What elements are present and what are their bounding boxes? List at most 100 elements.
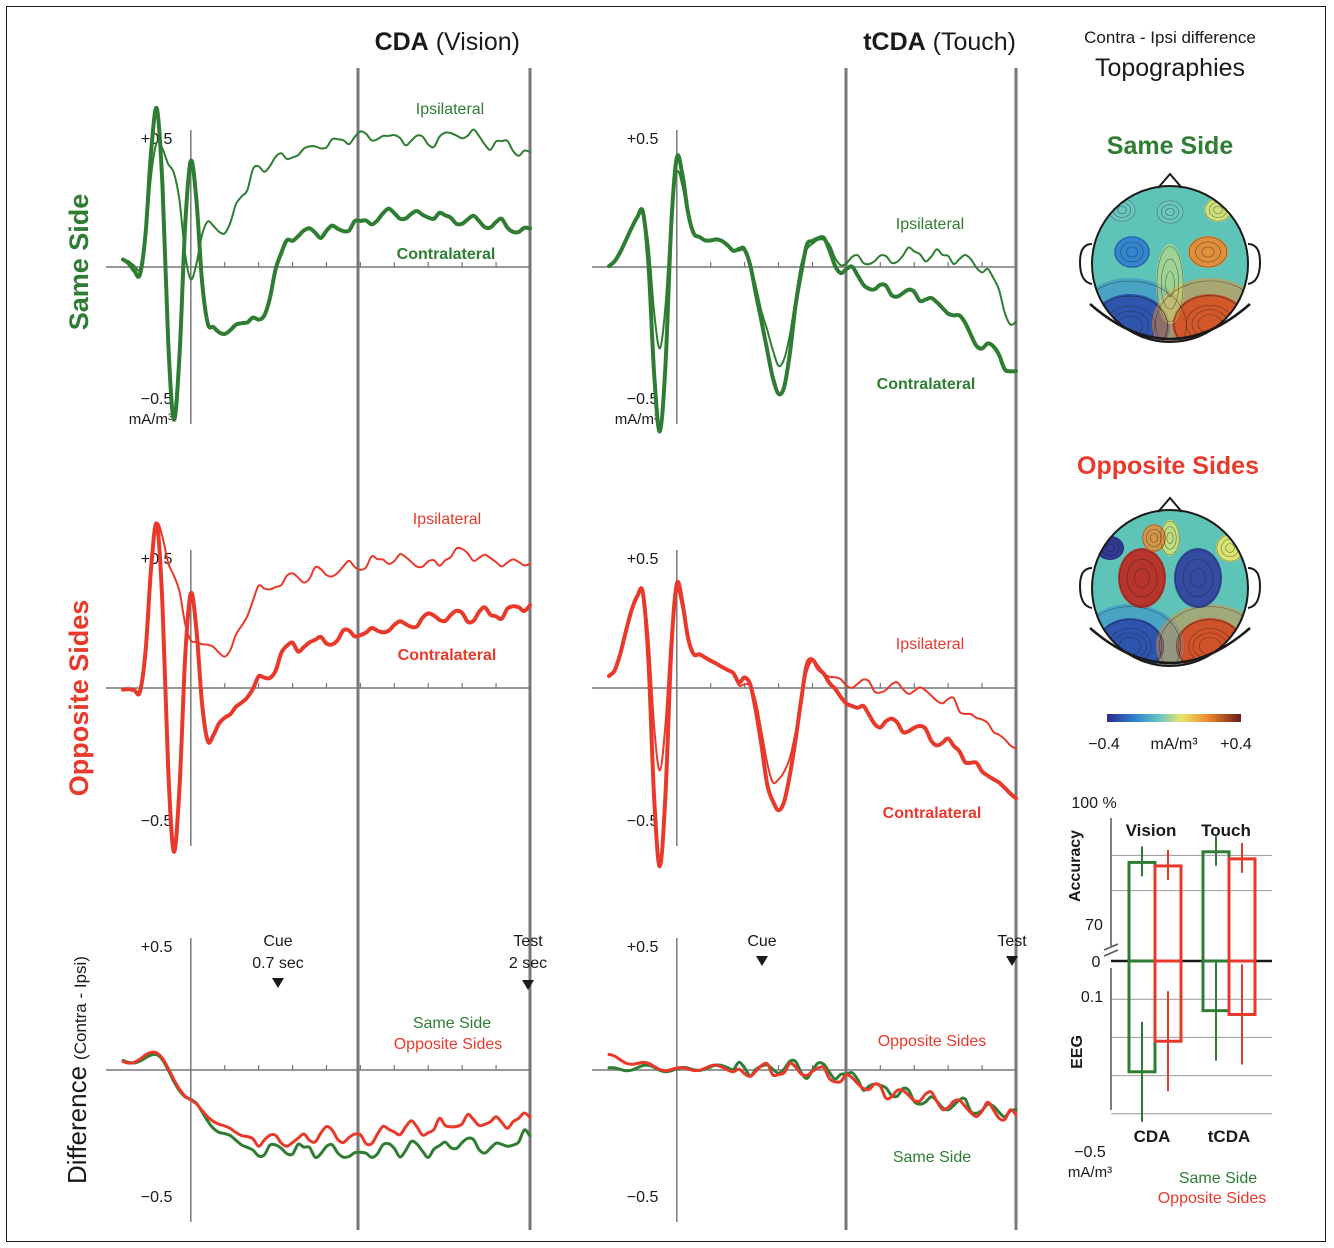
colorbar-max: +0.4: [1220, 736, 1252, 753]
legend-opposite-sides-tcda: Opposite Sides: [878, 1033, 987, 1050]
topo-blob: [1092, 294, 1170, 342]
topo-blob: [1092, 604, 1184, 666]
accuracy-axis-label: Accuracy: [1067, 830, 1084, 902]
topo-contour: [1092, 606, 1181, 666]
topo-contour: [1142, 524, 1166, 552]
y-tick-label-neg: −0.5: [627, 391, 659, 408]
category-tcda: tCDA: [1208, 1127, 1251, 1146]
topo-contour: [1188, 236, 1228, 268]
test-label-tcda: Test: [997, 933, 1027, 950]
y-tick-label-pos: +0.5: [627, 131, 659, 148]
topo-contour: [1155, 280, 1248, 342]
topo-title-line2: Topographies: [1095, 54, 1245, 82]
series-line-contralateral: [607, 580, 1018, 869]
topo-contour: [1149, 533, 1159, 543]
topo-contour: [1134, 568, 1150, 588]
y-tick-label-pos: +0.5: [627, 939, 659, 956]
cue-marker-cda: [272, 978, 284, 988]
test-marker-tcda: [1006, 956, 1018, 966]
topo-blob: [1188, 236, 1228, 268]
topo-contour: [1175, 549, 1221, 607]
row-label-same-side: Same Side: [64, 194, 94, 331]
topo-head-outline: [1091, 509, 1249, 667]
colorbar-min: −0.4: [1088, 736, 1120, 753]
series-line-contralateral: [121, 106, 532, 422]
series-line-opposite-sides: [607, 1052, 1018, 1122]
row-label-opposite-sides: Opposite Sides: [64, 600, 94, 797]
y-unit-label: mA/m³: [129, 411, 173, 428]
cda-title: CDA (Vision): [375, 28, 520, 56]
topo-nose: [1157, 496, 1183, 513]
topo-contour: [1126, 246, 1138, 258]
legend-same-side: Same Side: [1179, 1170, 1257, 1187]
header-touch: Touch: [1201, 821, 1251, 840]
eeg-unit-label: mA/m³: [1068, 1164, 1112, 1181]
topo-contour: [1213, 205, 1223, 215]
topo-blob: [1142, 524, 1166, 552]
topo-contour: [1195, 241, 1221, 263]
topography-maps: [1078, 172, 1262, 667]
label-contralateral-tcda-same: Contralateral: [877, 376, 976, 393]
topo-contour: [1159, 606, 1248, 666]
colorbar: [1107, 714, 1241, 722]
label-contralateral-cda-opp: Contralateral: [398, 647, 497, 664]
topo-blob: [1118, 548, 1166, 608]
header-vision: Vision: [1126, 821, 1177, 840]
y-tick-label-neg: −0.5: [627, 813, 659, 830]
y-tick-label-pos: +0.5: [141, 551, 173, 568]
waveform-panels: +0.5 −0.5 mA/m³ +0.5 −0.5 mA/m³ +0.5 −0.5 +0.5 −0…: [106, 68, 1027, 1230]
topo-same-side: [1078, 172, 1262, 343]
topo-contour: [1165, 271, 1175, 297]
series-line-contralateral: [121, 521, 532, 854]
topo-contour: [1114, 236, 1150, 268]
accuracy-bar-cda-same: [1127, 860, 1157, 963]
topo-contour: [1156, 200, 1184, 224]
figure-frame: [6, 6, 1326, 1242]
topo-blob: [1156, 200, 1184, 224]
series-line-ipsilateral: [122, 522, 531, 696]
cue-marker-tcda: [756, 956, 768, 966]
zero-label: 0: [1092, 954, 1101, 971]
topo-blob: [1114, 236, 1150, 268]
topo-title-line1: Contra - Ipsi difference: [1084, 28, 1256, 47]
topo-opposite-sides: [1078, 496, 1262, 667]
label-ipsilateral-cda-opp: Ipsilateral: [413, 511, 481, 528]
topo-contour: [1120, 241, 1144, 263]
topo-contour: [1166, 532, 1174, 544]
accuracy-bar-cda-opposite: [1153, 864, 1183, 963]
topo-nose: [1157, 172, 1183, 189]
series-line-contralateral: [607, 153, 1018, 434]
axis-break: [1103, 943, 1119, 957]
accuracy-top-label: 100 %: [1071, 795, 1116, 812]
accuracy-bar-tcda-same: [1201, 850, 1231, 963]
series-line-opposite-sides: [121, 1050, 532, 1148]
topo-left-ear: [1078, 243, 1093, 285]
eeg-tick-label: 0.1: [1081, 989, 1103, 1006]
legend-same-side-cda: Same Side: [413, 1015, 491, 1032]
tcda-title: tCDA (Touch): [863, 28, 1016, 56]
topo-contour: [1119, 549, 1165, 607]
topo-right-ear: [1247, 243, 1262, 285]
legend-opposite-sides-cda: Opposite Sides: [394, 1036, 503, 1053]
topo-contour: [1117, 205, 1127, 215]
label-contralateral-cda-same: Contralateral: [397, 246, 496, 263]
topo-contour: [1160, 520, 1180, 556]
topo-contour: [1160, 258, 1180, 310]
topo-blob: [1156, 244, 1184, 324]
topo-contour: [1160, 204, 1180, 220]
legend-same-side-tcda: Same Side: [893, 1149, 971, 1166]
test-label-cda: Test: [513, 933, 543, 950]
topo-contour: [1225, 543, 1235, 553]
series-line-ipsilateral: [122, 128, 531, 281]
y-tick-label-pos: +0.5: [141, 939, 173, 956]
topo-opposite-sides-title: Opposite Sides: [1077, 452, 1259, 480]
y-tick-label-pos: +0.5: [141, 131, 173, 148]
topo-contour: [1190, 568, 1206, 588]
label-ipsilateral-tcda-opp: Ipsilateral: [896, 636, 964, 653]
topo-contour: [1182, 558, 1214, 598]
topo-contour: [1165, 207, 1175, 217]
topo-blob: [1156, 604, 1248, 666]
label-ipsilateral-cda-same: Ipsilateral: [416, 101, 484, 118]
cue-time-label: 0.7 sec: [252, 955, 304, 972]
